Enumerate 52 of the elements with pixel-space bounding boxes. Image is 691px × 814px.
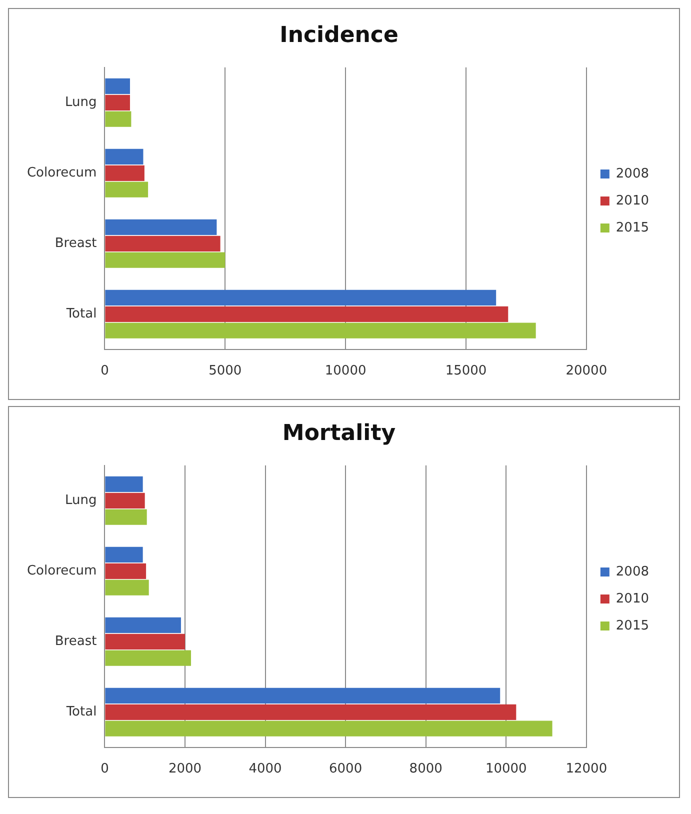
bar (105, 182, 148, 198)
bar (105, 688, 500, 704)
bar (105, 219, 217, 236)
bar (105, 617, 181, 634)
bar (105, 306, 508, 322)
bar (105, 720, 552, 736)
y-tick-label: Total (65, 306, 97, 322)
x-tick-label: 2000 (168, 762, 202, 777)
bar (105, 94, 130, 110)
bar (105, 492, 145, 508)
bar (105, 290, 496, 306)
bar (105, 650, 192, 666)
legend-label: 2008 (616, 564, 650, 580)
bar (105, 322, 536, 338)
bar (105, 580, 149, 596)
chart-title: Incidence (280, 22, 398, 48)
y-tick-label: Lung (64, 95, 97, 110)
bar (105, 704, 516, 720)
bar (105, 509, 147, 525)
y-tick-label: Lung (64, 493, 97, 508)
bar (105, 563, 146, 579)
x-tick-label: 0 (100, 762, 109, 777)
x-tick-label: 10000 (485, 762, 527, 777)
x-tick-label: 15000 (445, 364, 487, 379)
x-tick-label: 0 (100, 364, 109, 379)
legend-label: 2008 (616, 166, 650, 182)
bar (105, 78, 130, 94)
bar (105, 236, 220, 252)
x-tick-label: 10000 (324, 364, 366, 379)
x-tick-label: 5000 (208, 364, 242, 379)
y-tick-label: Total (65, 704, 97, 720)
chart-title: Mortality (282, 420, 396, 446)
bar (105, 634, 185, 650)
bar (105, 476, 143, 492)
bar (105, 165, 144, 181)
x-tick-label: 4000 (248, 762, 282, 777)
legend-label: 2010 (616, 193, 650, 208)
y-tick-label: Breast (54, 236, 97, 252)
bar (105, 148, 144, 165)
bar (105, 111, 132, 127)
bar (105, 252, 226, 268)
x-tick-label: 6000 (329, 762, 362, 777)
legend-label: 2010 (616, 591, 650, 606)
y-tick-label: Colorecum (26, 564, 97, 579)
x-tick-label: 8000 (409, 762, 442, 777)
y-tick-label: Breast (54, 634, 97, 650)
x-tick-label: 20000 (566, 364, 608, 379)
legend-label: 2015 (616, 220, 650, 236)
bar (105, 546, 143, 563)
x-tick-label: 12000 (566, 762, 608, 777)
y-tick-label: Colorecum (26, 166, 97, 181)
legend-label: 2015 (616, 618, 650, 634)
